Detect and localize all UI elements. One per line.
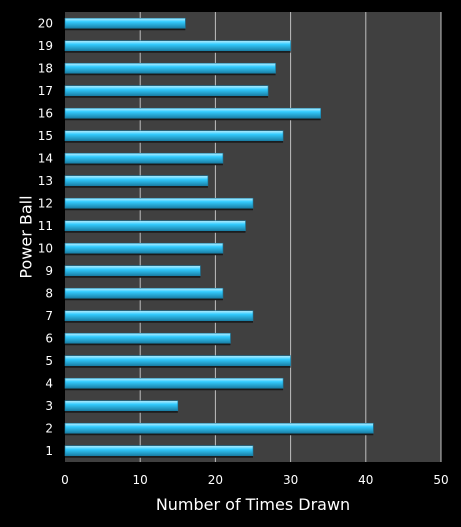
bars bbox=[64, 17, 374, 458]
bar-powerball-10 bbox=[64, 242, 224, 254]
y-tick-label: 8 bbox=[45, 286, 53, 300]
bar-powerball-18 bbox=[64, 62, 276, 74]
bar-powerball-13 bbox=[64, 175, 209, 187]
x-tick-label: 40 bbox=[358, 473, 373, 487]
y-tick-label: 1 bbox=[45, 444, 53, 458]
bar-powerball-16 bbox=[64, 107, 321, 119]
bar-powerball-15 bbox=[64, 130, 284, 142]
bar-powerball-4 bbox=[64, 377, 284, 389]
bar-powerball-14 bbox=[64, 152, 224, 164]
bar-powerball-12 bbox=[64, 197, 254, 209]
y-tick-label: 13 bbox=[38, 174, 53, 188]
y-tick-label: 18 bbox=[38, 61, 53, 75]
y-tick-label: 10 bbox=[38, 241, 53, 255]
x-tick-labels: 0 10 20 30 40 50 bbox=[61, 473, 448, 487]
y-tick-label: 6 bbox=[45, 331, 53, 345]
y-tick-label: 16 bbox=[38, 106, 53, 120]
bar-powerball-9 bbox=[64, 265, 201, 277]
y-tick-label: 2 bbox=[45, 421, 53, 435]
bar-powerball-11 bbox=[64, 220, 246, 232]
bar-powerball-20 bbox=[64, 17, 186, 29]
y-tick-label: 11 bbox=[38, 219, 53, 233]
y-tick-label: 17 bbox=[38, 84, 53, 98]
x-tick-label: 20 bbox=[208, 473, 223, 487]
y-tick-label: 19 bbox=[38, 39, 53, 53]
x-tick-label: 10 bbox=[133, 473, 148, 487]
y-tick-label: 5 bbox=[45, 354, 53, 368]
bar-powerball-7 bbox=[64, 310, 254, 322]
x-tick-label: 0 bbox=[61, 473, 69, 487]
y-tick-label: 3 bbox=[45, 399, 53, 413]
bar-powerball-6 bbox=[64, 332, 231, 344]
x-tick-label: 50 bbox=[433, 473, 448, 487]
y-tick-label: 14 bbox=[38, 151, 53, 165]
bar-powerball-17 bbox=[64, 85, 269, 97]
bar-powerball-5 bbox=[64, 355, 291, 367]
y-tick-label: 15 bbox=[38, 129, 53, 143]
x-tick-label: 30 bbox=[283, 473, 298, 487]
bar-powerball-19 bbox=[64, 40, 291, 52]
bar-powerball-1 bbox=[64, 445, 254, 457]
x-axis-title: Number of Times Drawn bbox=[156, 495, 350, 514]
y-tick-label: 7 bbox=[45, 309, 53, 323]
bar-powerball-2 bbox=[64, 422, 374, 434]
y-axis-title: Power Ball bbox=[17, 195, 36, 278]
y-tick-label: 12 bbox=[38, 196, 53, 210]
bar-powerball-3 bbox=[64, 400, 179, 412]
y-tick-label: 4 bbox=[45, 376, 53, 390]
y-tick-label: 20 bbox=[38, 16, 53, 30]
y-tick-label: 9 bbox=[45, 264, 53, 278]
bar-powerball-8 bbox=[64, 287, 224, 299]
plot-area bbox=[65, 12, 441, 462]
